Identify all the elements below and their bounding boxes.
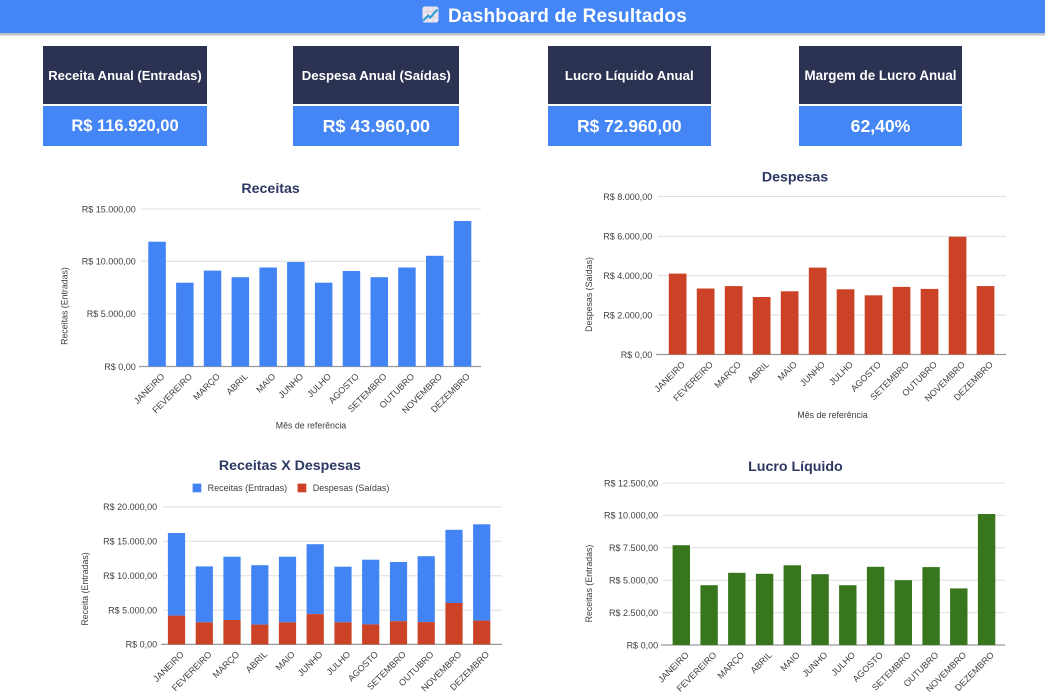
svg-text:JUNHO: JUNHO [276,371,305,400]
svg-text:R$ 8.000,00: R$ 8.000,00 [603,192,652,202]
svg-text:Lucro Líquido: Lucro Líquido [748,459,843,475]
svg-text:ABRIL: ABRIL [224,371,249,396]
svg-text:Receita (Entradas): Receita (Entradas) [80,552,90,625]
svg-text:R$ 7.500,00: R$ 7.500,00 [609,543,658,553]
svg-text:R$ 4.000,00: R$ 4.000,00 [603,271,652,281]
svg-text:JUNHO: JUNHO [798,359,827,388]
svg-text:Despesas (Saídas): Despesas (Saídas) [584,257,594,332]
svg-text:ABRIL: ABRIL [748,650,773,675]
svg-text:R$ 10.000,00: R$ 10.000,00 [103,571,157,581]
svg-text:MAIO: MAIO [778,650,801,673]
svg-text:Receitas (Entradas): Receitas (Entradas) [60,267,70,345]
svg-text:R$ 5.000,00: R$ 5.000,00 [609,576,658,586]
svg-text:Receitas X Despesas: Receitas X Despesas [219,458,361,474]
svg-text:R$ 12.500,00: R$ 12.500,00 [604,478,658,488]
svg-text:R$ 0,00: R$ 0,00 [627,640,659,650]
svg-text:R$ 15.000,00: R$ 15.000,00 [103,537,157,547]
svg-text:R$ 2.500,00: R$ 2.500,00 [609,608,658,618]
svg-text:R$ 2.000,00: R$ 2.000,00 [603,310,652,320]
svg-text:R$ 10.000,00: R$ 10.000,00 [604,511,658,521]
svg-text:R$ 20.000,00: R$ 20.000,00 [103,502,157,512]
svg-text:R$ 0,00: R$ 0,00 [621,350,653,360]
svg-text:JUNHO: JUNHO [800,650,829,679]
svg-text:R$ 15.000,00: R$ 15.000,00 [82,204,136,214]
svg-text:MARÇO: MARÇO [712,359,743,390]
svg-text:Receitas: Receitas [241,181,299,197]
svg-text:R$ 0,00: R$ 0,00 [104,362,136,372]
svg-text:JUNHO: JUNHO [296,649,325,678]
svg-text:R$ 5.000,00: R$ 5.000,00 [108,605,157,615]
svg-text:MARÇO: MARÇO [211,649,242,680]
svg-text:ABRIL: ABRIL [746,359,771,384]
svg-text:MARÇO: MARÇO [191,371,222,402]
svg-text:MARÇO: MARÇO [715,650,746,681]
svg-text:Despesas (Saídas): Despesas (Saídas) [313,483,390,493]
svg-text:Mês de referência: Mês de referência [276,420,347,430]
svg-text:R$ 10.000,00: R$ 10.000,00 [82,257,136,267]
svg-text:MAIO: MAIO [274,649,297,672]
svg-text:R$ 0,00: R$ 0,00 [126,640,158,650]
svg-text:Receitas (Entradas): Receitas (Entradas) [584,545,594,623]
svg-text:Receitas (Entradas): Receitas (Entradas) [208,483,288,493]
svg-text:Despesas: Despesas [762,170,828,186]
svg-text:MAIO: MAIO [254,371,277,394]
svg-text:R$ 6.000,00: R$ 6.000,00 [603,232,652,242]
svg-text:R$ 5.000,00: R$ 5.000,00 [87,309,136,319]
svg-text:ABRIL: ABRIL [244,649,269,674]
svg-text:MAIO: MAIO [776,359,799,382]
svg-text:Mês de referência: Mês de referência [797,410,868,420]
